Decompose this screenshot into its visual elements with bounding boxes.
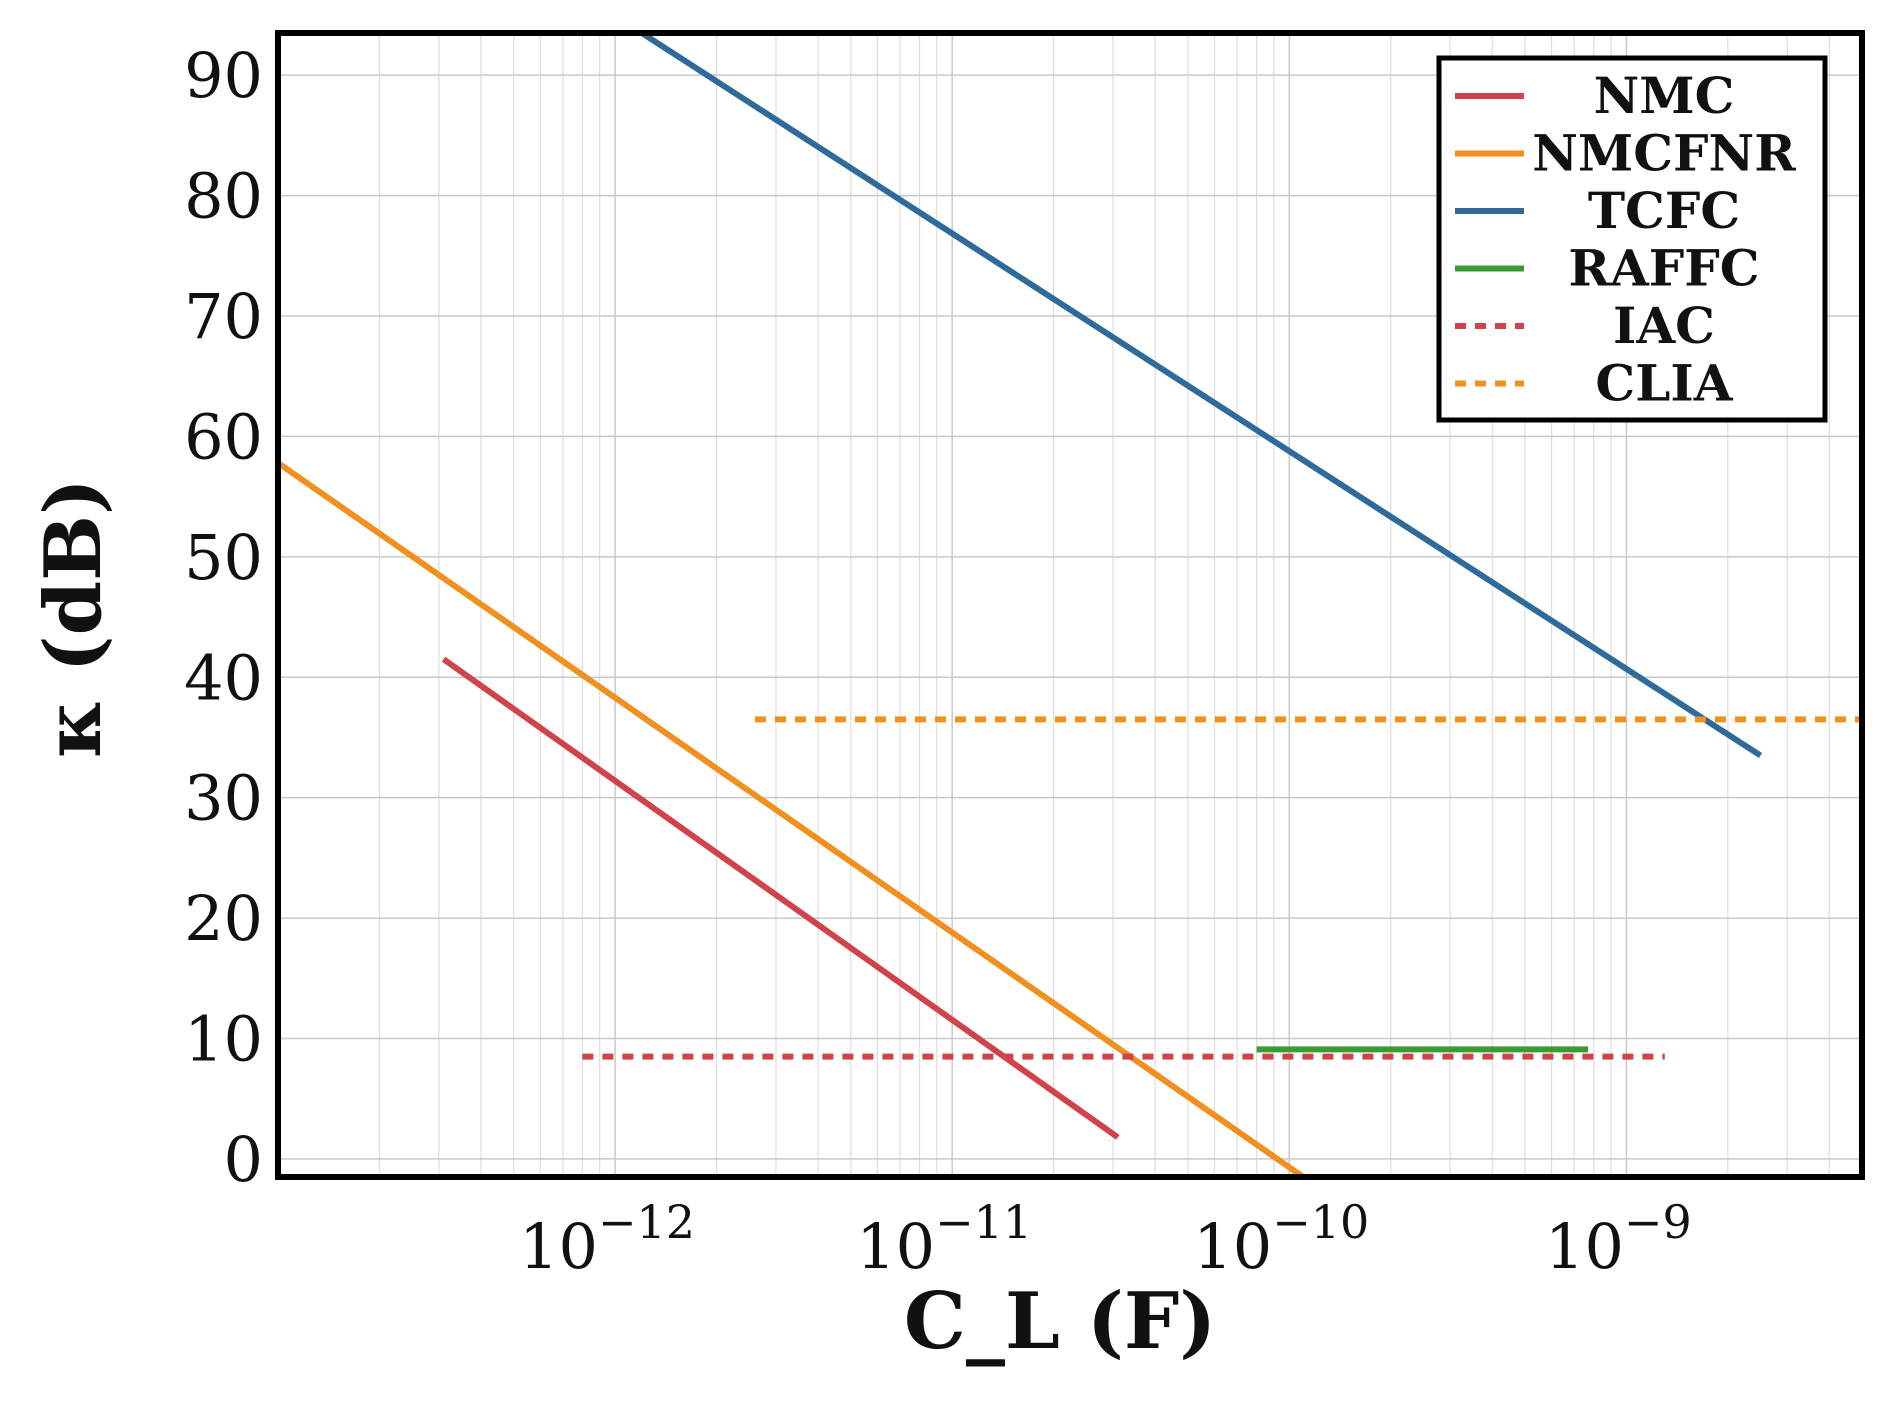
x-tick-base: 10 xyxy=(1193,1210,1272,1283)
y-tick-label: 40 xyxy=(184,641,263,714)
legend-label-raffc: RAFFC xyxy=(1568,239,1759,298)
y-axis-ticks: 0 10 20 30 40 50 60 70 80 90 xyxy=(184,39,263,1196)
x-tick-base: 10 xyxy=(1545,1210,1624,1283)
y-axis-title: κ (dB) xyxy=(28,478,119,758)
plot-frame xyxy=(275,30,1865,1180)
series-line-nmc xyxy=(441,656,1120,1140)
x-tick-label: 10−10 xyxy=(1193,1195,1369,1283)
x-tick-exponent: −11 xyxy=(935,1195,1032,1249)
y-tick-label: 20 xyxy=(184,882,263,955)
x-tick-base: 10 xyxy=(519,1210,598,1283)
y-tick-label: 30 xyxy=(184,762,263,835)
legend-label-nmcfnr: NMCFNR xyxy=(1532,124,1796,183)
x-tick-label: 10−12 xyxy=(519,1195,695,1283)
x-tick-exponent: −9 xyxy=(1624,1195,1692,1249)
series-group xyxy=(276,30,1862,1180)
x-tick-base: 10 xyxy=(856,1210,935,1283)
y-tick-label: 80 xyxy=(184,160,263,233)
y-tick-label: 50 xyxy=(184,521,263,594)
legend-label-nmc: NMC xyxy=(1594,66,1735,125)
y-tick-label: 60 xyxy=(184,400,263,473)
series-line-nmcfnr xyxy=(276,460,1305,1180)
y-tick-label: 10 xyxy=(184,1003,263,1076)
y-tick-label: 70 xyxy=(184,280,263,353)
x-axis-title: C_L (F) xyxy=(904,1276,1216,1367)
x-tick-label: 10−11 xyxy=(856,1195,1032,1283)
legend-label-iac: IAC xyxy=(1613,296,1715,355)
legend-label-clia: CLIA xyxy=(1595,354,1733,413)
legend-box xyxy=(1436,55,1828,423)
x-tick-label: 10−9 xyxy=(1545,1195,1692,1283)
y-tick-label: 90 xyxy=(184,39,263,112)
legend-label-tcfc: TCFC xyxy=(1588,181,1740,240)
grid xyxy=(277,33,1863,1177)
y-tick-label: 0 xyxy=(224,1123,263,1196)
x-tick-exponent: −10 xyxy=(1272,1195,1369,1249)
x-axis-ticks: 10−12 10−11 10−10 10−9 xyxy=(519,1195,1692,1283)
series-line-tcfc xyxy=(640,30,1763,759)
x-tick-exponent: −12 xyxy=(598,1195,695,1249)
